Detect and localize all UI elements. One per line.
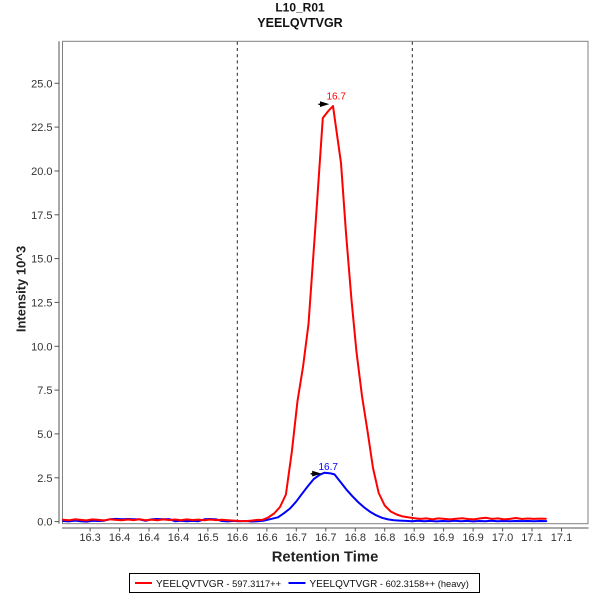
svg-text:10.0: 10.0 [31, 341, 52, 353]
svg-text:L10_R01: L10_R01 [275, 1, 325, 15]
svg-text:YEELQVTVGR - 602.3158++ (heavy: YEELQVTVGR - 602.3158++ (heavy) [310, 579, 469, 590]
svg-text:17.5: 17.5 [31, 210, 52, 222]
svg-text:16.4: 16.4 [109, 532, 130, 544]
svg-text:16.3: 16.3 [79, 532, 100, 544]
svg-text:2.5: 2.5 [37, 473, 52, 485]
svg-text:25.0: 25.0 [31, 78, 52, 90]
svg-text:17.0: 17.0 [492, 532, 513, 544]
svg-text:YEELQVTVGR: YEELQVTVGR [257, 16, 342, 30]
svg-text:16.5: 16.5 [197, 532, 218, 544]
svg-text:YEELQVTVGR - 597.3117++: YEELQVTVGR - 597.3117++ [156, 579, 281, 590]
svg-text:0.0: 0.0 [37, 517, 52, 529]
svg-text:Intensity 10^3: Intensity 10^3 [14, 246, 29, 332]
svg-text:16.9: 16.9 [462, 532, 483, 544]
svg-text:Retention Time: Retention Time [272, 550, 379, 566]
svg-text:16.9: 16.9 [403, 532, 424, 544]
svg-text:5.0: 5.0 [37, 429, 52, 441]
svg-text:16.7: 16.7 [319, 462, 339, 473]
svg-text:16.7: 16.7 [327, 92, 347, 103]
svg-text:16.7: 16.7 [286, 532, 307, 544]
svg-text:17.1: 17.1 [521, 532, 542, 544]
svg-text:16.6: 16.6 [227, 532, 248, 544]
svg-text:12.5: 12.5 [31, 297, 52, 309]
svg-text:7.5: 7.5 [37, 385, 52, 397]
svg-text:16.6: 16.6 [256, 532, 277, 544]
svg-text:17.1: 17.1 [551, 532, 572, 544]
svg-text:20.0: 20.0 [31, 166, 52, 178]
svg-text:16.7: 16.7 [315, 532, 336, 544]
svg-text:16.4: 16.4 [168, 532, 189, 544]
svg-text:16.8: 16.8 [374, 532, 395, 544]
svg-text:16.8: 16.8 [345, 532, 366, 544]
svg-text:22.5: 22.5 [31, 122, 52, 134]
svg-text:16.9: 16.9 [433, 532, 454, 544]
svg-text:16.4: 16.4 [138, 532, 159, 544]
svg-text:15.0: 15.0 [31, 254, 52, 266]
